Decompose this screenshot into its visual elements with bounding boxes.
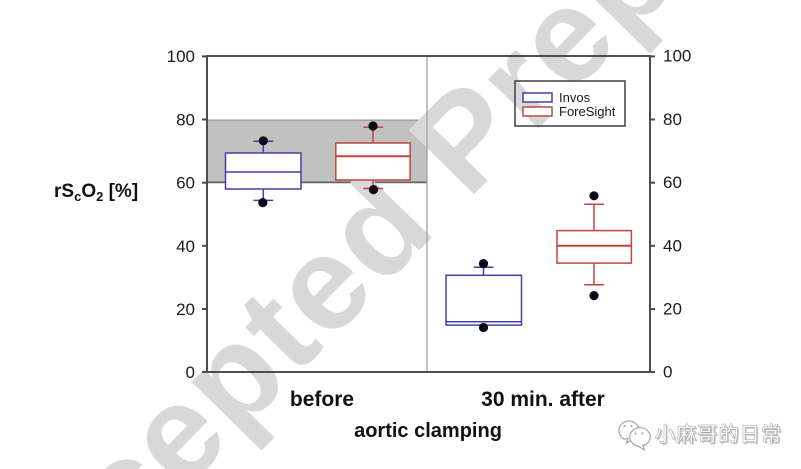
svg-text:rScO2 [%]: rScO2 [%]	[54, 181, 138, 204]
svg-text:Invos: Invos	[559, 90, 591, 105]
svg-text:20: 20	[663, 300, 682, 319]
svg-text:60: 60	[663, 173, 682, 192]
svg-text:aortic clamping: aortic clamping	[354, 420, 502, 442]
svg-text:小麻哥的日常: 小麻哥的日常	[655, 423, 782, 446]
svg-text:30 min. after: 30 min. after	[481, 388, 605, 411]
svg-text:0: 0	[663, 363, 672, 382]
svg-text:20: 20	[176, 300, 195, 319]
svg-text:小麻哥的日常: 小麻哥的日常	[657, 425, 784, 448]
svg-text:40: 40	[176, 237, 195, 256]
svg-text:0: 0	[186, 363, 195, 382]
svg-text:60: 60	[176, 174, 195, 193]
svg-text:80: 80	[176, 111, 195, 130]
svg-text:100: 100	[663, 47, 691, 66]
svg-text:before: before	[290, 388, 354, 411]
svg-text:ForeSight: ForeSight	[559, 104, 616, 119]
svg-text:40: 40	[663, 236, 682, 255]
svg-text:100: 100	[167, 47, 195, 66]
svg-text:80: 80	[663, 110, 682, 129]
